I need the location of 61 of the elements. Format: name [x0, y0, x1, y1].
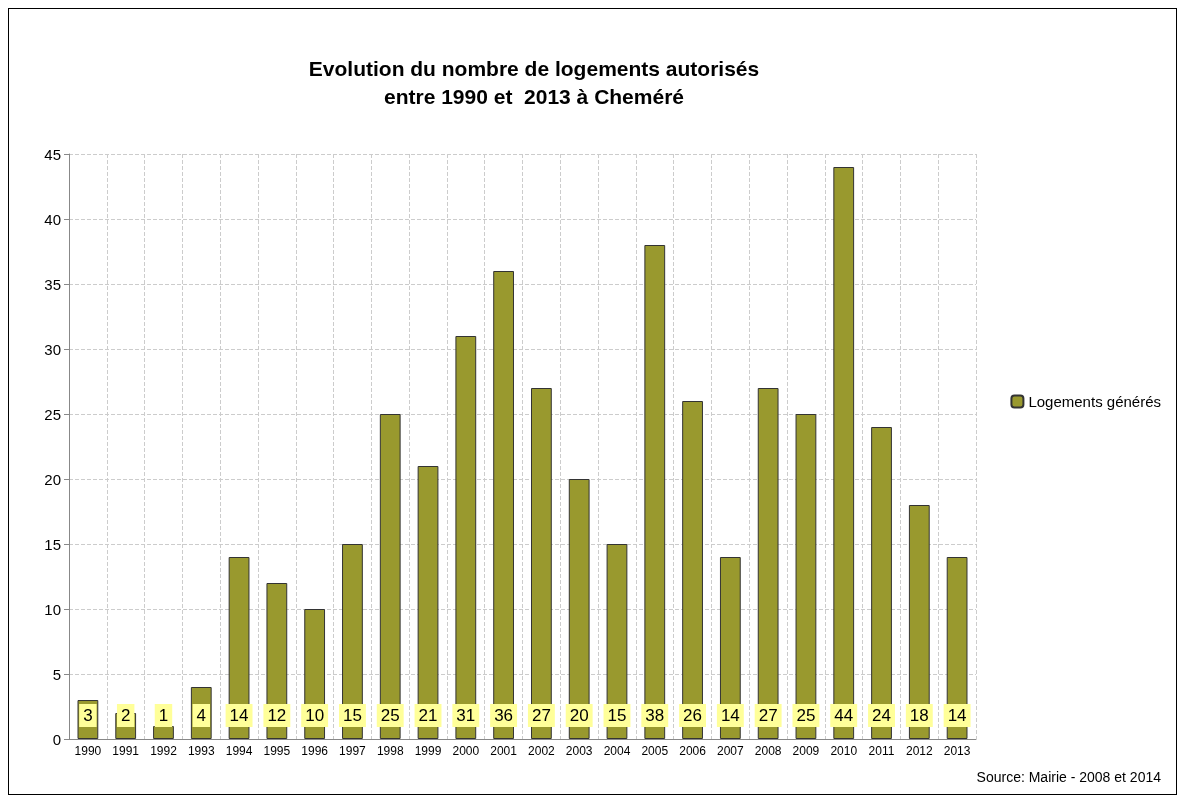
x-tick-label: 2000 — [452, 744, 480, 758]
y-tick-label: 25 — [44, 405, 61, 423]
x-tick-label: 2002 — [528, 744, 556, 758]
x-tick-label: 1997 — [339, 744, 367, 758]
y-tick-label: 10 — [44, 600, 61, 618]
data-label: 14 — [229, 706, 249, 725]
legend-label: Logements générés — [1028, 393, 1161, 410]
data-label: 25 — [380, 706, 400, 725]
x-tick-label: 1994 — [225, 744, 253, 758]
y-tick-label: 5 — [52, 665, 61, 683]
data-label: 15 — [342, 706, 362, 725]
x-tick-label: 2009 — [792, 744, 820, 758]
x-tick-label: 2011 — [868, 744, 895, 758]
data-label: 10 — [305, 706, 325, 725]
data-label: 20 — [569, 706, 589, 725]
data-label: 4 — [196, 706, 207, 725]
data-label: 27 — [531, 706, 551, 725]
x-tick-label: 1993 — [187, 744, 215, 758]
data-label: 36 — [494, 706, 514, 725]
data-label: 21 — [418, 706, 438, 725]
x-tick-label: 1999 — [414, 744, 442, 758]
y-tick-label: 20 — [44, 470, 61, 488]
data-label: 12 — [267, 706, 287, 725]
y-tick-label: 0 — [52, 730, 61, 748]
data-label: 27 — [758, 706, 778, 725]
y-tick-label: 35 — [44, 275, 61, 293]
x-tick-label: 2006 — [679, 744, 707, 758]
data-label: 3 — [83, 706, 93, 725]
x-tick-label: 1995 — [263, 744, 291, 758]
x-tick-label: 1998 — [376, 744, 404, 758]
data-label: 44 — [834, 706, 854, 725]
x-tick-label: 2003 — [565, 744, 593, 758]
x-tick-label: 2007 — [717, 744, 745, 758]
data-label: 1 — [158, 706, 169, 725]
x-tick-label: 1992 — [150, 744, 178, 758]
x-tick-label: 2004 — [603, 744, 631, 758]
y-tick-label: 45 — [44, 145, 61, 163]
data-label: 18 — [909, 706, 929, 725]
x-tick-label: 2013 — [943, 744, 971, 758]
y-tick-label: 40 — [44, 210, 61, 228]
data-label: 15 — [607, 706, 627, 725]
x-tick-label: 2012 — [905, 744, 933, 758]
data-label: 38 — [645, 706, 665, 725]
y-tick-label: 30 — [44, 340, 61, 358]
data-label: 26 — [683, 706, 703, 725]
data-label: 14 — [947, 706, 967, 725]
x-tick-label: 1996 — [301, 744, 329, 758]
x-tick-label: 2010 — [830, 744, 858, 758]
x-tick-label: 2001 — [490, 744, 518, 758]
y-tick-label: 15 — [44, 535, 61, 553]
data-label: 14 — [720, 706, 740, 725]
data-label: 2 — [120, 706, 131, 725]
data-label: 25 — [796, 706, 816, 725]
x-tick-label: 1991 — [112, 744, 140, 758]
x-tick-label: 2008 — [754, 744, 782, 758]
x-tick-label: 2005 — [641, 744, 669, 758]
data-label: 31 — [456, 706, 476, 725]
source-note: Source: Mairie - 2008 et 2014 — [976, 769, 1162, 785]
chart-title: Evolution du nombre de logements autorisés entre 1990 et 2013 à Cheméré — [308, 56, 760, 108]
data-label: 24 — [872, 706, 891, 725]
x-tick-label: 1990 — [74, 744, 102, 758]
